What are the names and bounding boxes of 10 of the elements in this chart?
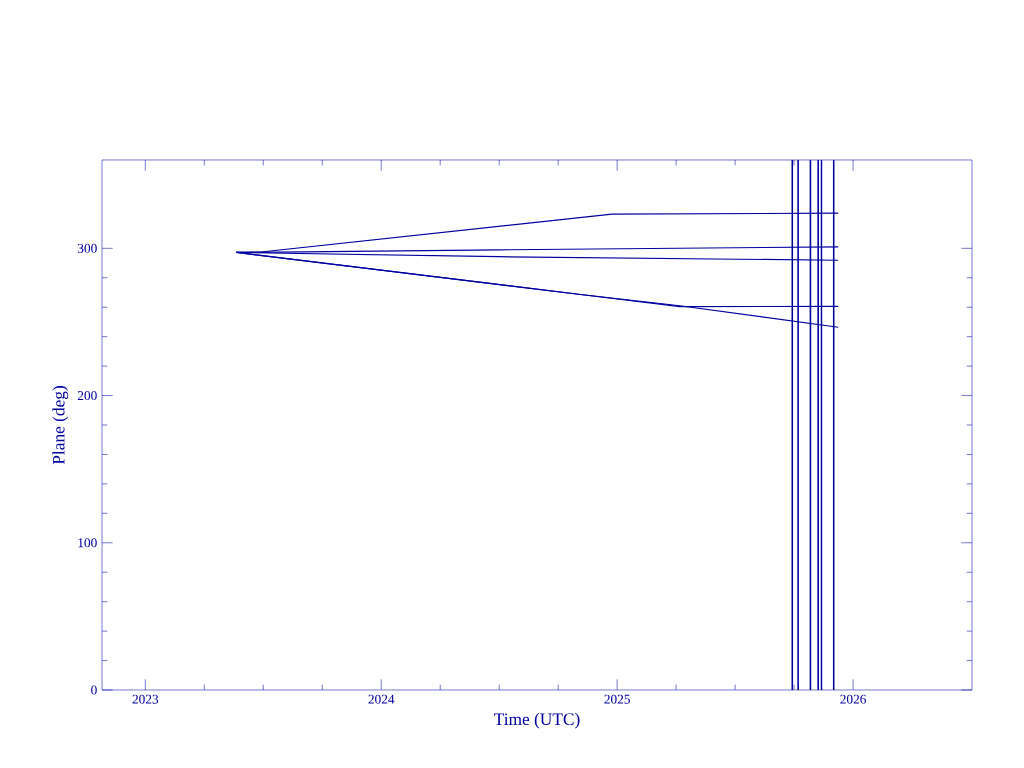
y-tick-label: 100 (78, 538, 97, 548)
y-tick-label: 0 (91, 685, 97, 695)
x-tick-label: 2026 (840, 694, 867, 704)
x-tick-label: 2023 (132, 694, 159, 704)
y-axis-title: Plane (deg) (52, 386, 69, 465)
y-tick-label: 300 (77, 243, 97, 253)
x-tick-label: 2025 (604, 694, 630, 704)
y-tick-label: 200 (77, 391, 97, 401)
x-axis-title: Time (UTC) (494, 712, 580, 729)
x-tick-label: 2024 (368, 694, 395, 704)
